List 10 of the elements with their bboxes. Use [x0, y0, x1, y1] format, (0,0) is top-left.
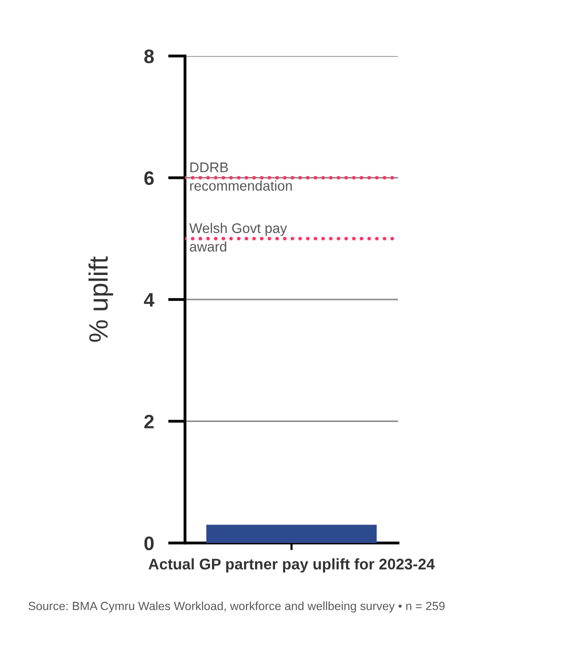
y-axis-title: % uplift — [88, 256, 114, 342]
y-tick-label: 8 — [144, 49, 154, 64]
source-note: Source: BMA Cymru Wales Workload, workforce and wellbeing survey • n = 259 — [28, 601, 445, 613]
y-tick-label: 2 — [144, 414, 154, 428]
ref-line-label: Welsh Govt pay award — [189, 222, 288, 252]
ref-line-label: DDRB recommendation — [190, 162, 292, 191]
y-tick-label: 0 — [144, 536, 154, 550]
x-tick-label: Actual GP partner pay uplift for 2023-24 — [148, 558, 435, 573]
y-tick-label: 4 — [144, 293, 154, 307]
y-tick-label: 6 — [144, 171, 154, 185]
